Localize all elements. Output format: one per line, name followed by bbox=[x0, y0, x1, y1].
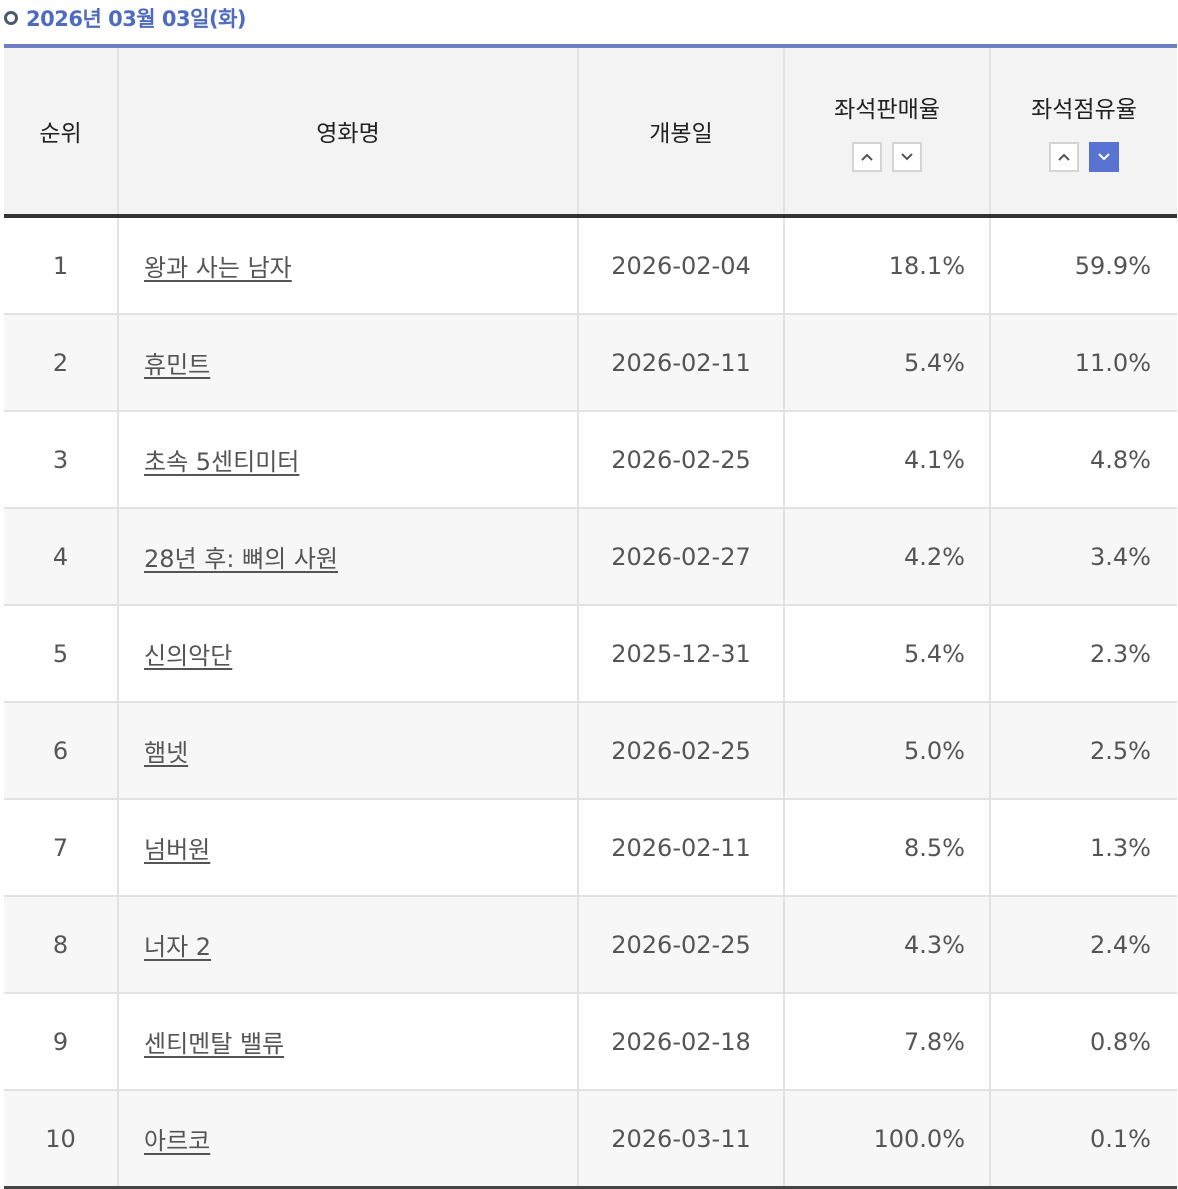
chevron-up-icon bbox=[1058, 153, 1070, 161]
table-row: 7 넘버원 2026-02-11 8.5% 1.3% bbox=[4, 799, 1177, 897]
table-row: 6 햄넷 2026-02-25 5.0% 2.5% bbox=[4, 702, 1177, 800]
release-cell: 2026-02-11 bbox=[577, 799, 784, 897]
col-header-release: 개봉일 bbox=[577, 44, 784, 218]
seat-share-cell: 3.4% bbox=[989, 508, 1177, 606]
seat-sales-cell: 5.4% bbox=[783, 605, 990, 703]
rank-cell: 9 bbox=[4, 993, 118, 1091]
release-cell: 2025-12-31 bbox=[577, 605, 784, 703]
table-row: 4 28년 후: 뼈의 사원 2026-02-27 4.2% 3.4% bbox=[4, 508, 1177, 606]
seat-share-cell: 0.8% bbox=[989, 993, 1177, 1091]
release-cell: 2026-03-11 bbox=[577, 1090, 784, 1189]
date-title: 2026년 03월 03일(화) bbox=[26, 7, 247, 31]
movie-title-link[interactable]: 너자 2 bbox=[144, 933, 212, 961]
seat-share-cell: 11.0% bbox=[989, 314, 1177, 412]
sort-asc-seat-share-button[interactable] bbox=[1049, 142, 1079, 172]
seat-sales-label: 좌석판매율 bbox=[834, 97, 940, 123]
table-row: 3 초속 5센티미터 2026-02-25 4.1% 4.8% bbox=[4, 411, 1177, 509]
circle-bullet-icon bbox=[4, 11, 18, 25]
movie-title-link[interactable]: 센티멘탈 밸류 bbox=[144, 1030, 285, 1058]
col-header-seat-share: 좌석점유율 bbox=[989, 44, 1177, 218]
rank-cell: 8 bbox=[4, 896, 118, 994]
date-header: 2026년 03월 03일(화) bbox=[4, 0, 247, 36]
sort-desc-seat-sales-button[interactable] bbox=[892, 142, 922, 172]
movie-title-link[interactable]: 신의악단 bbox=[144, 642, 233, 670]
col-header-seat-sales: 좌석판매율 bbox=[783, 44, 990, 218]
seat-share-label: 좌석점유율 bbox=[1031, 97, 1137, 123]
box-office-table: 순위 영화명 개봉일 좌석판매율 좌석점유율 bbox=[4, 44, 1177, 1189]
seat-share-cell: 2.3% bbox=[989, 605, 1177, 703]
box-office-table-wrap: 순위 영화명 개봉일 좌석판매율 좌석점유율 bbox=[4, 44, 1177, 1189]
rank-cell: 2 bbox=[4, 314, 118, 412]
release-cell: 2026-02-18 bbox=[577, 993, 784, 1091]
title-cell: 센티멘탈 밸류 bbox=[117, 993, 578, 1091]
seat-sales-sort bbox=[786, 142, 988, 172]
table-row: 1 왕과 사는 남자 2026-02-04 18.1% 59.9% bbox=[4, 216, 1177, 315]
rank-cell: 10 bbox=[4, 1090, 118, 1189]
title-cell: 아르코 bbox=[117, 1090, 578, 1189]
seat-sales-cell: 8.5% bbox=[783, 799, 990, 897]
release-cell: 2026-02-04 bbox=[577, 216, 784, 315]
table-row: 9 센티멘탈 밸류 2026-02-18 7.8% 0.8% bbox=[4, 993, 1177, 1091]
table-row: 8 너자 2 2026-02-25 4.3% 2.4% bbox=[4, 896, 1177, 994]
col-header-title: 영화명 bbox=[117, 44, 578, 218]
seat-sales-cell: 5.4% bbox=[783, 314, 990, 412]
movie-title-link[interactable]: 휴민트 bbox=[144, 351, 211, 379]
rank-cell: 7 bbox=[4, 799, 118, 897]
movie-title-link[interactable]: 넘버원 bbox=[144, 836, 211, 864]
seat-share-cell: 4.8% bbox=[989, 411, 1177, 509]
seat-sales-cell: 18.1% bbox=[783, 216, 990, 315]
seat-share-cell: 1.3% bbox=[989, 799, 1177, 897]
rank-cell: 4 bbox=[4, 508, 118, 606]
rank-cell: 3 bbox=[4, 411, 118, 509]
movie-title-link[interactable]: 28년 후: 뼈의 사원 bbox=[144, 545, 338, 573]
release-cell: 2026-02-25 bbox=[577, 411, 784, 509]
seat-sales-cell: 4.2% bbox=[783, 508, 990, 606]
table-row: 10 아르코 2026-03-11 100.0% 0.1% bbox=[4, 1090, 1177, 1189]
seat-share-cell: 59.9% bbox=[989, 216, 1177, 315]
table-row: 2 휴민트 2026-02-11 5.4% 11.0% bbox=[4, 314, 1177, 412]
sort-desc-seat-share-button[interactable] bbox=[1089, 142, 1119, 172]
table-header: 순위 영화명 개봉일 좌석판매율 좌석점유율 bbox=[4, 44, 1177, 218]
release-cell: 2026-02-11 bbox=[577, 314, 784, 412]
movie-title-link[interactable]: 초속 5센티미터 bbox=[144, 448, 300, 476]
title-cell: 28년 후: 뼈의 사원 bbox=[117, 508, 578, 606]
title-cell: 초속 5센티미터 bbox=[117, 411, 578, 509]
table-body: 1 왕과 사는 남자 2026-02-04 18.1% 59.9% 2 휴민트 2026-0… bbox=[4, 216, 1177, 1189]
title-cell: 햄넷 bbox=[117, 702, 578, 800]
table-row: 5 신의악단 2025-12-31 5.4% 2.3% bbox=[4, 605, 1177, 703]
rank-cell: 6 bbox=[4, 702, 118, 800]
title-cell: 휴민트 bbox=[117, 314, 578, 412]
release-cell: 2026-02-25 bbox=[577, 896, 784, 994]
sort-asc-seat-sales-button[interactable] bbox=[852, 142, 882, 172]
seat-share-cell: 2.5% bbox=[989, 702, 1177, 800]
movie-title-link[interactable]: 햄넷 bbox=[144, 739, 189, 767]
seat-share-cell: 0.1% bbox=[989, 1090, 1177, 1189]
seat-share-sort bbox=[992, 142, 1176, 172]
col-header-rank: 순위 bbox=[4, 44, 118, 218]
chevron-down-icon bbox=[1098, 153, 1110, 161]
seat-sales-cell: 5.0% bbox=[783, 702, 990, 800]
title-cell: 넘버원 bbox=[117, 799, 578, 897]
movie-title-link[interactable]: 아르코 bbox=[144, 1127, 211, 1155]
seat-sales-cell: 100.0% bbox=[783, 1090, 990, 1189]
title-cell: 신의악단 bbox=[117, 605, 578, 703]
seat-sales-cell: 4.1% bbox=[783, 411, 990, 509]
title-cell: 너자 2 bbox=[117, 896, 578, 994]
chevron-down-icon bbox=[901, 153, 913, 161]
rank-cell: 1 bbox=[4, 216, 118, 315]
chevron-up-icon bbox=[861, 153, 873, 161]
seat-share-cell: 2.4% bbox=[989, 896, 1177, 994]
title-cell: 왕과 사는 남자 bbox=[117, 216, 578, 315]
rank-cell: 5 bbox=[4, 605, 118, 703]
release-cell: 2026-02-27 bbox=[577, 508, 784, 606]
seat-sales-cell: 7.8% bbox=[783, 993, 990, 1091]
seat-sales-cell: 4.3% bbox=[783, 896, 990, 994]
release-cell: 2026-02-25 bbox=[577, 702, 784, 800]
movie-title-link[interactable]: 왕과 사는 남자 bbox=[144, 254, 292, 282]
